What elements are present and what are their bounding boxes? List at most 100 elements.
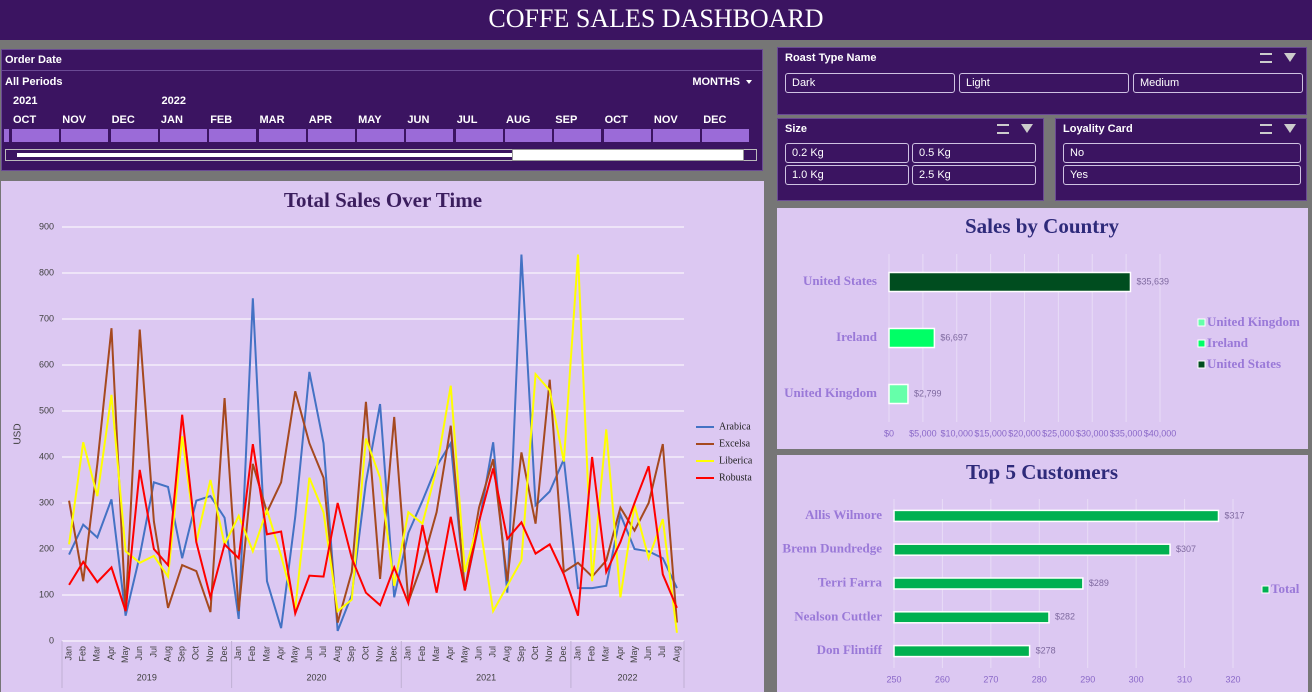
slicer-item[interactable]: 0.5 Kg — [912, 143, 1036, 163]
slicer-item[interactable]: No — [1063, 143, 1301, 163]
timeline-month[interactable]: DEC — [703, 114, 727, 126]
timeline-block[interactable] — [4, 129, 9, 142]
legend-label: Total — [1271, 581, 1300, 596]
timeline-block[interactable] — [702, 129, 750, 142]
timeline-month[interactable]: JUL — [456, 114, 478, 126]
timeline-month[interactable]: NOV — [62, 114, 87, 126]
legend-swatch — [1197, 339, 1206, 348]
x-tick-label: Feb — [586, 646, 596, 662]
x-tick-label: $15,000 — [974, 428, 1007, 438]
value-label: $278 — [1036, 645, 1056, 655]
x-tick-label: 290 — [1080, 674, 1095, 684]
timeline-month[interactable]: JUN — [407, 114, 430, 126]
timeline-month[interactable]: MAY — [358, 114, 382, 126]
y-tick-label: 100 — [39, 589, 54, 599]
x-tick-label: 300 — [1129, 674, 1144, 684]
slicer-item[interactable]: 0.2 Kg — [785, 143, 909, 163]
x-tick-label: Jan — [233, 646, 243, 661]
timeline-block[interactable] — [554, 129, 602, 142]
timeline-level[interactable]: MONTHS — [692, 76, 740, 88]
timeline-month[interactable]: AUG — [506, 114, 531, 126]
clear-filter-icon[interactable] — [1021, 124, 1033, 133]
chart-title: Total Sales Over Time — [284, 188, 482, 212]
bar — [888, 271, 1132, 293]
timeline-block[interactable] — [258, 129, 306, 142]
x-tick-label: $40,000 — [1144, 428, 1177, 438]
x-tick-label: Mar — [431, 646, 441, 662]
x-tick-label: Dec — [558, 646, 568, 663]
category-label: United Kingdom — [784, 385, 877, 400]
y-tick-label: 600 — [39, 359, 54, 369]
scrollbar-thumb[interactable] — [512, 149, 744, 161]
x-tick-label: May — [290, 646, 300, 664]
timeline-month[interactable]: SEP — [555, 114, 578, 126]
timeline-month[interactable]: JAN — [160, 114, 183, 126]
multi-select-icon[interactable] — [997, 124, 1009, 134]
slicer-item[interactable]: Light — [959, 73, 1129, 93]
bar — [888, 383, 909, 405]
multi-select-icon[interactable] — [1260, 124, 1272, 134]
x-tick-label: Jul — [488, 646, 498, 658]
timeline-block[interactable] — [12, 129, 59, 142]
slicer-item[interactable]: Dark — [785, 73, 955, 93]
x-tick-label: Apr — [445, 646, 455, 660]
dropdown-arrow — [746, 80, 752, 84]
x-tick-label: 310 — [1177, 674, 1192, 684]
clear-filter-icon[interactable] — [1284, 124, 1296, 133]
x-tick-label: Jul — [148, 646, 158, 658]
y-tick-label: 700 — [39, 313, 54, 323]
timeline-block[interactable] — [406, 129, 454, 142]
slicer-item[interactable]: 2.5 Kg — [912, 165, 1036, 185]
legend-swatch — [1197, 360, 1206, 369]
y-tick-label: 900 — [39, 221, 54, 231]
y-tick-label: 500 — [39, 405, 54, 415]
x-tick-label: $20,000 — [1008, 428, 1041, 438]
legend-label: United Kingdom — [1207, 314, 1300, 329]
timeline-block[interactable] — [505, 129, 552, 142]
timeline-block[interactable] — [307, 129, 355, 142]
x-tick-label: Feb — [247, 646, 257, 662]
timeline-month[interactable]: OCT — [13, 114, 37, 126]
timeline-block[interactable] — [110, 129, 158, 142]
x-tick-label: 260 — [935, 674, 950, 684]
series-line — [68, 414, 678, 618]
timeline-block[interactable] — [603, 129, 651, 142]
timeline-block[interactable] — [357, 129, 405, 142]
x-tick-label: 270 — [983, 674, 998, 684]
x-tick-label: Oct — [191, 646, 201, 661]
timeline-month[interactable]: OCT — [604, 114, 628, 126]
timeline-month[interactable]: NOV — [653, 114, 678, 126]
category-label: Nealson Cuttler — [794, 608, 882, 623]
x-tick-label: Sep — [177, 646, 187, 662]
series-line — [68, 328, 678, 623]
value-label: $35,639 — [1136, 276, 1169, 286]
chart-panel — [777, 208, 1308, 449]
slicer-item[interactable]: Yes — [1063, 165, 1301, 185]
timeline-year: 2021 — [13, 95, 38, 107]
timeline-block[interactable] — [455, 129, 503, 142]
timeline-month[interactable]: DEC — [111, 114, 135, 126]
x-tick-label: Dec — [389, 646, 399, 663]
value-label: $2,799 — [914, 388, 942, 398]
timeline-block[interactable] — [652, 129, 700, 142]
clear-filter-icon[interactable] — [1284, 53, 1296, 62]
timeline-block[interactable] — [159, 129, 207, 142]
x-tick-label: Sep — [516, 646, 526, 662]
x-tick-label: 320 — [1225, 674, 1240, 684]
timeline-block[interactable] — [209, 129, 257, 142]
slicer: Roast Type Name Dark Light Medium — [777, 47, 1307, 115]
x-tick-label: Jan — [403, 646, 413, 661]
multi-select-icon[interactable] — [1260, 53, 1272, 63]
x-tick-label: $5,000 — [909, 428, 937, 438]
timeline-block[interactable] — [61, 129, 109, 142]
slicer-item[interactable]: Medium — [1133, 73, 1303, 93]
timeline-month[interactable]: FEB — [210, 114, 233, 126]
scrollbar-track — [17, 153, 512, 157]
slicer-item[interactable]: 1.0 Kg — [785, 165, 909, 185]
x-tick-label: May — [120, 646, 130, 664]
x-tick-label: Feb — [78, 646, 88, 662]
x-group-label: 2020 — [306, 672, 326, 682]
timeline-month[interactable]: APR — [308, 114, 333, 126]
timeline-month[interactable]: MAR — [259, 114, 285, 126]
